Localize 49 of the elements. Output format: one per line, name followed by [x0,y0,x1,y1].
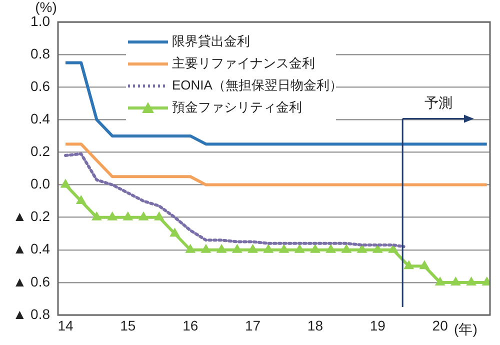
y-tick-label: 0.6 [30,78,50,94]
legend-label: 預金ファシリティ金利 [172,100,302,115]
legend-label: 主要リファイナンス金利 [172,56,315,71]
y-tick-label: 0.2 [30,143,50,160]
x-tick-label: 16 [182,317,198,334]
point [434,276,446,286]
point [419,260,430,270]
y-tick-label: ▲ 0.8 [12,306,50,322]
legend-label: EONIA（無担保翌日物金利） [172,78,342,93]
point [92,211,102,220]
y-tick-label: ▲ 0.2 [12,208,50,224]
point [138,211,149,220]
x-tick-label: 14 [58,317,74,334]
ref-line-label: 予測 [424,94,452,111]
x-tick-label: 19 [370,317,386,334]
y-tick-label: 0.4 [30,110,50,127]
x-tick-label: 18 [307,317,324,334]
point [341,244,352,253]
point [122,211,134,220]
point [466,276,476,286]
point [76,195,86,204]
point [356,244,368,253]
y-tick-label: 0.8 [30,45,50,62]
point [404,260,414,270]
x-tick-label: 17 [244,317,261,334]
point [232,244,242,253]
y-tick-label: ▲ 0.6 [12,273,50,290]
x-axis-title: (年) [454,320,478,337]
point [154,211,164,220]
point [107,211,118,220]
x-tick-label: 15 [120,317,136,334]
y-tick-label: 0.0 [30,176,50,192]
point [60,178,71,188]
point [170,228,180,237]
point [248,244,258,253]
point [185,244,196,253]
point [263,244,274,253]
y-axis-title: (%) [35,0,57,15]
x-tick-label: 20 [432,317,448,334]
point [450,276,461,286]
point [216,244,227,253]
point [326,244,336,253]
y-tick-label: ▲ 0.4 [12,240,50,257]
legend-label: 限界貸出金利 [172,34,250,49]
point [294,244,305,253]
point [372,244,383,253]
point [200,244,212,253]
point [278,244,290,253]
point [310,244,320,253]
